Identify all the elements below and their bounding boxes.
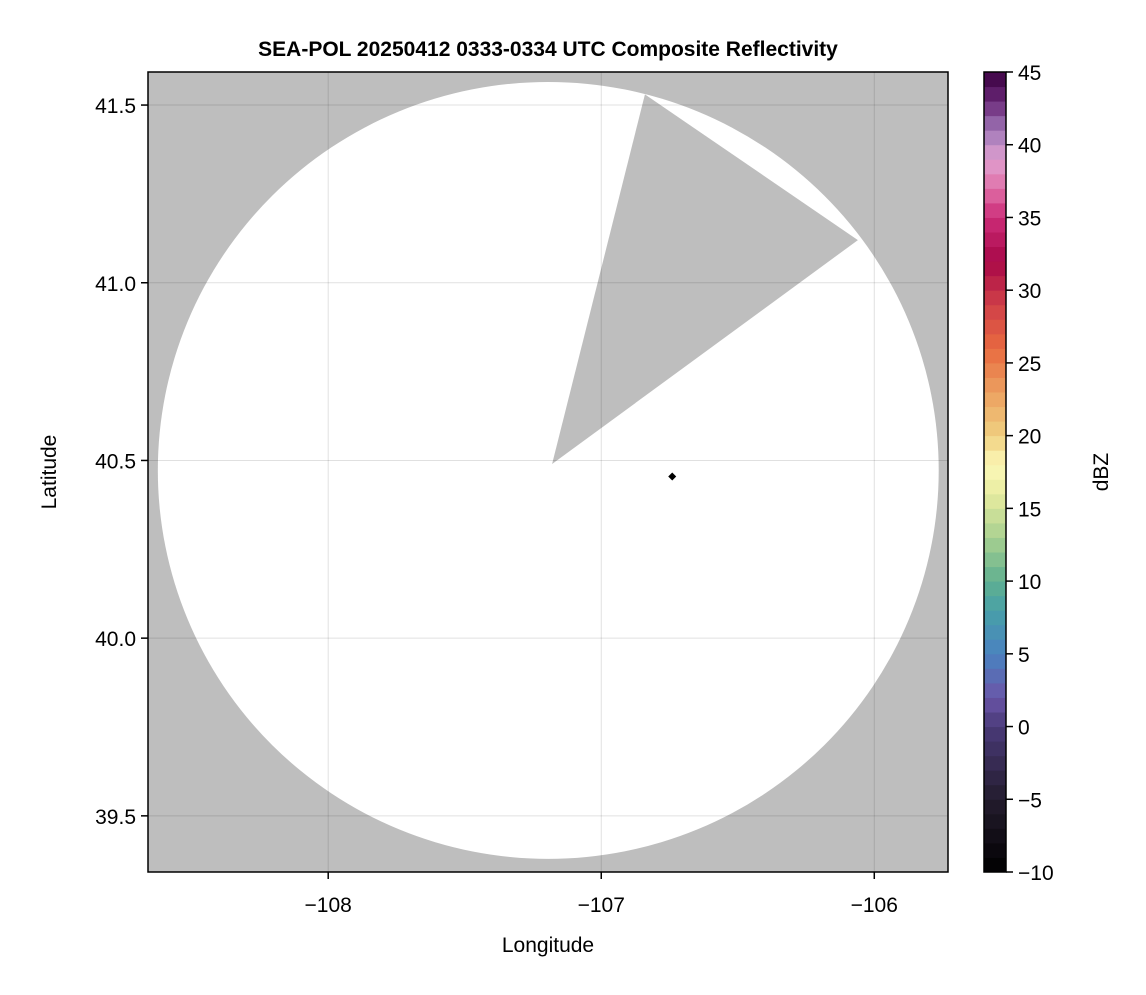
colorbar-bin xyxy=(984,261,1006,277)
colorbar-bin xyxy=(984,813,1006,829)
colorbar-tick-label: −5 xyxy=(1018,789,1042,812)
y-tick-label: 40.0 xyxy=(95,628,136,651)
colorbar-bin xyxy=(984,188,1006,204)
colorbar-bin xyxy=(984,115,1006,131)
colorbar-tick-label: 0 xyxy=(1018,717,1030,740)
colorbar-bin xyxy=(984,755,1006,771)
colorbar-bin xyxy=(984,857,1006,873)
colorbar-frame xyxy=(983,71,1007,873)
colorbar-tick-label: 35 xyxy=(1018,207,1041,230)
colorbar-bin xyxy=(984,653,1006,669)
colorbar-bin xyxy=(984,828,1006,844)
colorbar-bin xyxy=(984,552,1006,568)
colorbar-tick-label: 20 xyxy=(1018,426,1041,449)
colorbar-bin xyxy=(984,232,1006,248)
colorbar-tick-label: 45 xyxy=(1018,62,1041,85)
colorbar-tick-label: 10 xyxy=(1018,571,1041,594)
radar-coverage-area xyxy=(157,81,939,859)
blocked-sector xyxy=(552,94,858,465)
colorbar-bin xyxy=(984,726,1006,742)
radar-location-marker xyxy=(668,472,677,481)
colorbar-bin xyxy=(984,130,1006,146)
colorbar-tick-label: 15 xyxy=(1018,498,1041,521)
colorbar-bin xyxy=(984,581,1006,597)
colorbar-bin xyxy=(984,450,1006,466)
x-tick-label: −106 xyxy=(851,894,898,917)
y-tick-label: 41.5 xyxy=(95,95,136,118)
colorbar-bin xyxy=(984,72,1006,88)
colorbar-bin xyxy=(984,392,1006,408)
colorbar-bin xyxy=(984,217,1006,233)
colorbar-bin xyxy=(984,799,1006,815)
colorbar-bin xyxy=(984,362,1006,378)
colorbar-tick-label: 5 xyxy=(1018,644,1030,667)
colorbar: −10 −5 0 5 10 15 20 25 30 35 40 45 xyxy=(983,62,1054,885)
plot-frame xyxy=(147,71,949,873)
colorbar-bin xyxy=(984,682,1006,698)
colorbar-bin xyxy=(984,333,1006,349)
colorbar-bin xyxy=(984,668,1006,684)
colorbar-bin xyxy=(984,406,1006,422)
colorbar-bin xyxy=(984,173,1006,189)
y-tick-label: 39.5 xyxy=(95,806,136,829)
colorbar-bin xyxy=(984,624,1006,640)
colorbar-bin xyxy=(984,784,1006,800)
colorbar-bin xyxy=(984,770,1006,786)
colorbar-bin xyxy=(984,202,1006,218)
colorbar-bin xyxy=(984,435,1006,451)
y-axis: 39.5 40.0 40.5 41.0 41.5 xyxy=(95,95,148,829)
colorbar-bin xyxy=(984,610,1006,626)
colorbar-bin xyxy=(984,348,1006,364)
colorbar-bin xyxy=(984,304,1006,320)
colorbar-bin xyxy=(984,464,1006,480)
y-axis-label: Latitude xyxy=(38,435,61,510)
x-tick-label: −107 xyxy=(578,894,625,917)
colorbar-bin xyxy=(984,522,1006,538)
x-tick-label: −108 xyxy=(305,894,352,917)
colorbar-bin xyxy=(984,246,1006,262)
colorbar-tick-label: 40 xyxy=(1018,135,1041,158)
chart-title: SEA-POL 20250412 0333-0334 UTC Composite… xyxy=(258,38,838,61)
colorbar-bin xyxy=(984,144,1006,160)
colorbar-tick-label: 25 xyxy=(1018,353,1041,376)
colorbar-bin xyxy=(984,290,1006,306)
colorbar-bin xyxy=(984,712,1006,728)
colorbar-bin xyxy=(984,377,1006,393)
y-tick-label: 41.0 xyxy=(95,273,136,296)
colorbar-bin xyxy=(984,741,1006,757)
colorbar-bin xyxy=(984,421,1006,437)
colorbar-bin xyxy=(984,842,1006,858)
colorbar-bin xyxy=(984,697,1006,713)
colorbar-bin xyxy=(984,595,1006,611)
colorbar-tick-label: −10 xyxy=(1018,862,1054,885)
colorbar-bin xyxy=(984,86,1006,102)
colorbar-bin xyxy=(984,319,1006,335)
colorbar-bin xyxy=(984,275,1006,291)
x-axis-label: Longitude xyxy=(502,934,594,957)
colorbar-bin xyxy=(984,479,1006,495)
colorbar-bin xyxy=(984,566,1006,582)
colorbar-bin xyxy=(984,537,1006,553)
colorbar-bin xyxy=(984,493,1006,509)
colorbar-label: dBZ xyxy=(1090,453,1113,492)
colorbar-bin xyxy=(984,159,1006,175)
colorbar-bin xyxy=(984,101,1006,117)
colorbar-tick-label: 30 xyxy=(1018,280,1041,303)
x-axis: −108 −107 −106 xyxy=(305,872,898,917)
colorbar-bin xyxy=(984,639,1006,655)
plot-area xyxy=(147,71,949,873)
y-tick-label: 40.5 xyxy=(95,450,136,473)
colorbar-bin xyxy=(984,508,1006,524)
